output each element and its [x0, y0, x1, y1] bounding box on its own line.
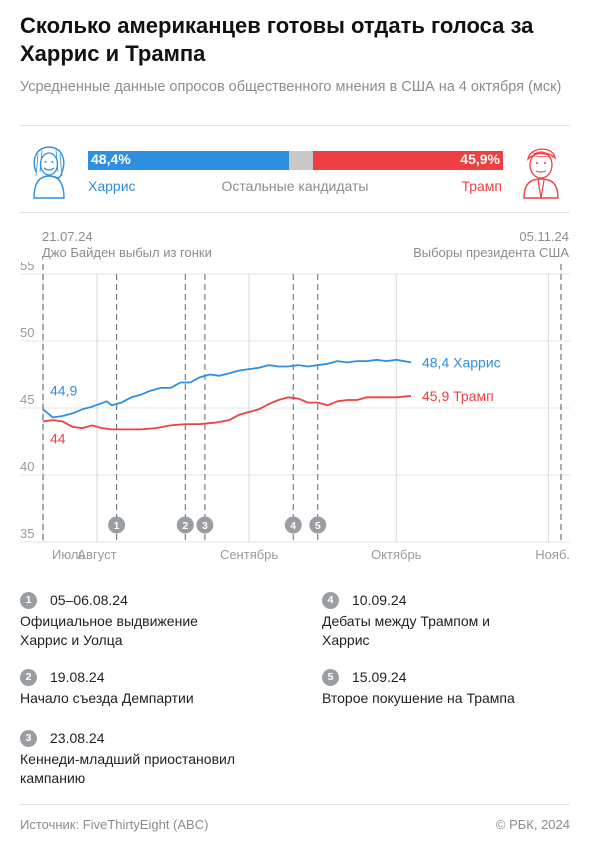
event-marker-circle	[108, 516, 126, 534]
y-tick-label: 55	[20, 262, 34, 273]
series-start-label: 44	[50, 430, 66, 446]
event-date: 23.08.24	[50, 730, 105, 746]
event-marker-number: 2	[182, 520, 188, 532]
start-marker-text: Джо Байден выбыл из гонки	[42, 245, 212, 260]
series-end-label: 45,9 Трамп	[422, 388, 494, 404]
event-number-badge: 2	[20, 669, 37, 686]
x-tick-label: Июль	[52, 547, 85, 562]
trump-share-bar	[312, 151, 503, 170]
series-start-label: 44,9	[50, 382, 77, 398]
event-date: 15.09.24	[352, 669, 407, 685]
event-marker-number: 4	[290, 520, 296, 532]
trump-pct-label: 45,9%	[460, 151, 500, 167]
event-marker-circle	[309, 516, 327, 534]
harris-portrait	[20, 142, 78, 200]
page-title: Сколько американцев готовы отдать голоса…	[20, 13, 534, 66]
event-date: 05–06.08.24	[50, 592, 128, 608]
event-description: Второе покушение на Трампа	[322, 690, 515, 706]
end-marker-text: Выборы президента США	[413, 245, 569, 260]
series-line-trump	[42, 395, 412, 431]
y-tick-label: 45	[20, 392, 34, 407]
series-end-label: 48,4 Харрис	[422, 354, 501, 370]
trump-portrait	[512, 142, 570, 200]
event-date: 19.08.24	[50, 669, 105, 685]
event-number-badge: 3	[20, 730, 37, 747]
source-label: Источник: FiveThirtyEight (ABC)	[20, 817, 209, 832]
event-description: Официальное выдвижение Харрис и Уолца	[20, 613, 198, 648]
y-tick-label: 35	[20, 526, 34, 541]
event-marker-circle	[196, 516, 214, 534]
page-subtitle: Усредненные данные опросов общественного…	[20, 79, 562, 95]
event-number-badge: 1	[20, 592, 37, 609]
start-marker-date: 21.07.24	[42, 229, 93, 244]
harris-pct-label: 48,4%	[91, 151, 131, 167]
series-line-harris	[42, 358, 412, 419]
others-name-label: Остальные кандидаты	[221, 178, 369, 194]
divider-top	[20, 125, 570, 126]
share-bar	[88, 151, 503, 170]
event-description: Начало съезда Демпартии	[20, 690, 194, 706]
event-number-badge: 5	[322, 669, 339, 686]
x-tick-label: Октябрь	[371, 547, 422, 562]
divider-mid	[20, 212, 570, 213]
event-marker-number: 3	[202, 520, 208, 532]
event-description: Кеннеди-младший приостановил кампанию	[20, 751, 236, 786]
harris-name-label: Харрис	[88, 178, 136, 194]
copyright-label: © РБК, 2024	[495, 817, 570, 832]
y-tick-label: 50	[20, 325, 34, 340]
event-number-badge: 4	[322, 592, 339, 609]
harris-share-bar	[88, 151, 289, 170]
trump-name-label: Трамп	[461, 178, 502, 194]
event-marker-number: 5	[315, 520, 321, 532]
divider-bottom	[20, 804, 570, 805]
others-share-bar	[288, 151, 313, 170]
event-description: Дебаты между Трампом и Харрис	[322, 613, 490, 648]
x-tick-label: Август	[77, 547, 116, 562]
end-marker-date: 05.11.24	[519, 229, 569, 244]
x-tick-label: Сентябрь	[220, 547, 278, 562]
y-tick-label: 40	[20, 459, 34, 474]
x-tick-label: Нояб.	[535, 547, 570, 562]
event-marker-circle	[284, 516, 302, 534]
event-date: 10.09.24	[352, 592, 407, 608]
event-marker-circle	[176, 516, 194, 534]
event-marker-number: 1	[114, 520, 120, 532]
